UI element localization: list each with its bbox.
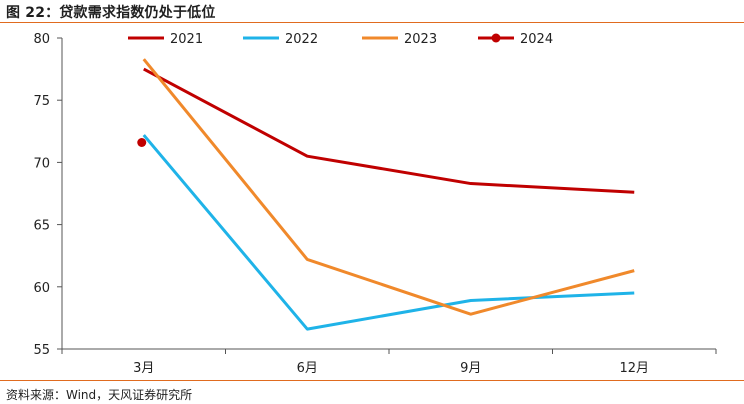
legend-label-2023: 2023: [404, 32, 437, 47]
series-point-2024: [137, 137, 147, 147]
series-line-2023: [142, 58, 635, 316]
series-layer: [137, 58, 635, 331]
legend-label-2022: 2022: [285, 32, 318, 47]
y-tick-label: 55: [33, 343, 50, 358]
line-chart: 55 60 65 70 75 80 3月 6月 9月 12月 2021 2022 2023 2024: [33, 32, 717, 376]
y-tick-label: 60: [33, 281, 50, 296]
legend-label-2024: 2024: [520, 32, 553, 47]
chart-axes: 55 60 65 70 75 80 3月 6月 9月 12月: [33, 32, 717, 376]
x-tick-label: 9月: [460, 361, 481, 376]
x-tick-label: 12月: [619, 361, 649, 376]
y-tick-label: 80: [33, 32, 50, 47]
x-tick-label: 6月: [297, 361, 318, 376]
title-divider: [0, 22, 744, 23]
chart-legend: 2021 2022 2023 2024: [128, 32, 553, 47]
y-tick-label: 75: [33, 94, 50, 109]
source-note: 资料来源：Wind，天风证券研究所: [6, 388, 193, 402]
legend-marker-2024: [491, 33, 501, 43]
series-line-2022: [142, 134, 635, 331]
legend-label-2021: 2021: [170, 32, 203, 47]
y-tick-label: 65: [33, 219, 50, 234]
chart-title: 图 22：贷款需求指数仍处于低位: [6, 5, 216, 21]
y-tick-label: 70: [33, 156, 50, 171]
footer-divider: [0, 380, 744, 381]
x-tick-label: 3月: [133, 361, 154, 376]
series-line-2021: [143, 67, 635, 194]
